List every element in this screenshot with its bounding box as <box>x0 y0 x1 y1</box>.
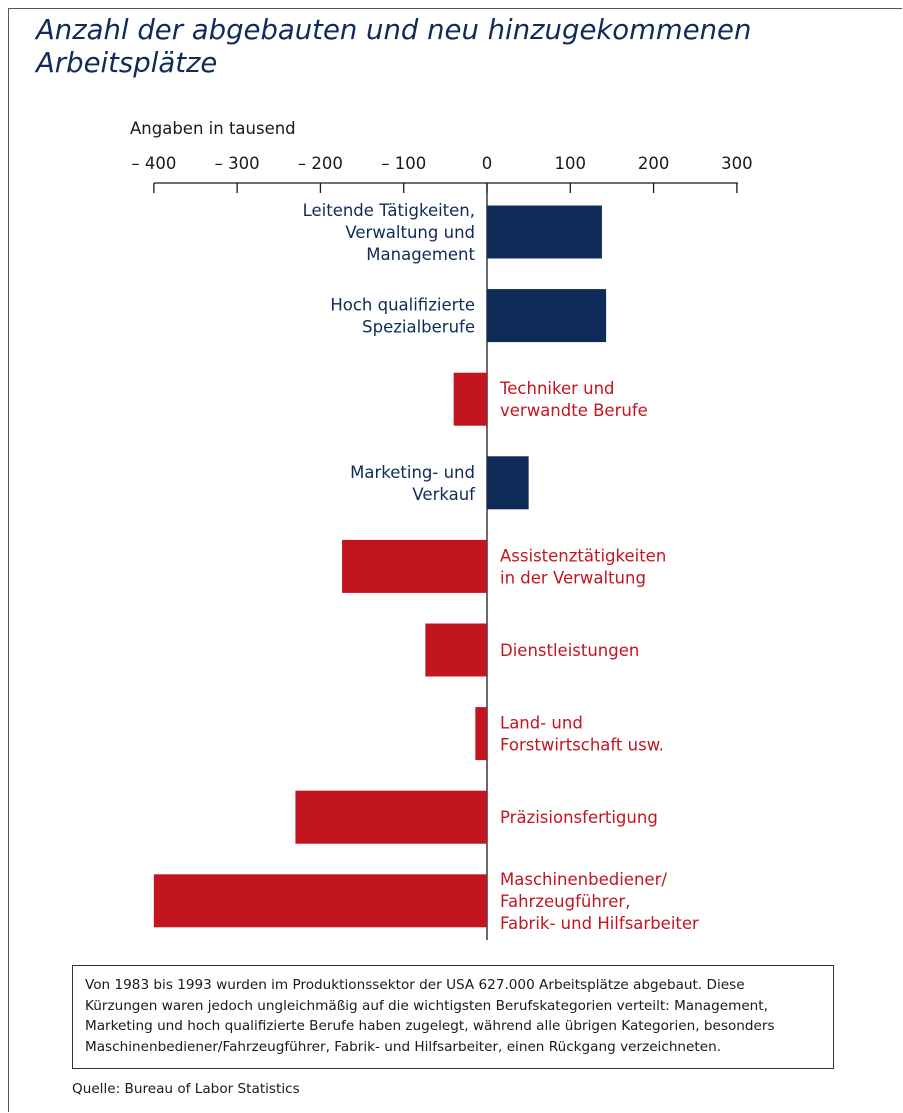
bars <box>153 205 607 928</box>
bar <box>153 874 487 928</box>
x-axis-ticks: – 400 – 300 – 200 – 100 0 100 200 300 <box>131 154 753 193</box>
bar <box>342 539 487 593</box>
bar <box>475 707 487 761</box>
axis-title: Angaben in tausend <box>130 119 296 138</box>
category-label: Forstwirtschaft usw. <box>500 736 664 755</box>
category-label: Techniker und <box>499 379 615 398</box>
category-label: Fabrik- und Hilfsarbeiter <box>500 914 699 933</box>
category-labels: Leitende Tätigkeiten, Verwaltung und Manag… <box>303 201 699 933</box>
bar <box>425 623 487 677</box>
x-tick-label: 0 <box>482 154 493 173</box>
category-label: Assistenztätigkeiten <box>500 546 666 565</box>
category-label: Präzisionsfertigung <box>500 808 658 827</box>
bar-chart: Angaben in tausend – 400 – 300 – 200 – 100 0… <box>130 119 753 940</box>
x-tick-label: – 400 <box>131 154 176 173</box>
chart-title: Anzahl der abgebauten und neu hinzugekom… <box>36 14 752 79</box>
x-tick-label: – 200 <box>298 154 343 173</box>
bar <box>487 289 607 343</box>
bar <box>295 790 487 844</box>
figure-frame <box>8 8 902 1112</box>
category-label: Fahrzeugführer, <box>500 892 630 911</box>
category-label: verwandte Berufe <box>500 401 648 420</box>
x-tick-label: 100 <box>555 154 587 173</box>
x-tick-label: – 100 <box>381 154 426 173</box>
category-label: Verkauf <box>412 485 476 504</box>
source-note: Quelle: Bureau of Labor Statistics <box>72 1081 300 1097</box>
category-label: Management <box>366 245 475 264</box>
category-label: Hoch qualifizierte <box>330 296 475 315</box>
x-tick-label: 300 <box>721 154 753 173</box>
category-label: Verwaltung und <box>345 223 475 242</box>
x-tick-label: 200 <box>638 154 670 173</box>
category-label: Land- und <box>500 714 583 733</box>
explanatory-note: Von 1983 bis 1993 wurden im Produktionss… <box>72 965 834 1069</box>
category-label: Marketing- und <box>350 463 475 482</box>
category-label: Maschinenbediener/ <box>500 870 667 889</box>
category-label: Dienstleistungen <box>500 641 639 660</box>
bar <box>487 456 529 510</box>
category-label: Spezialberufe <box>362 318 475 337</box>
category-label: Leitende Tätigkeiten, <box>303 201 475 220</box>
bar <box>453 372 487 426</box>
category-label: in der Verwaltung <box>500 568 646 587</box>
bar <box>487 205 602 259</box>
x-tick-label: – 300 <box>215 154 260 173</box>
